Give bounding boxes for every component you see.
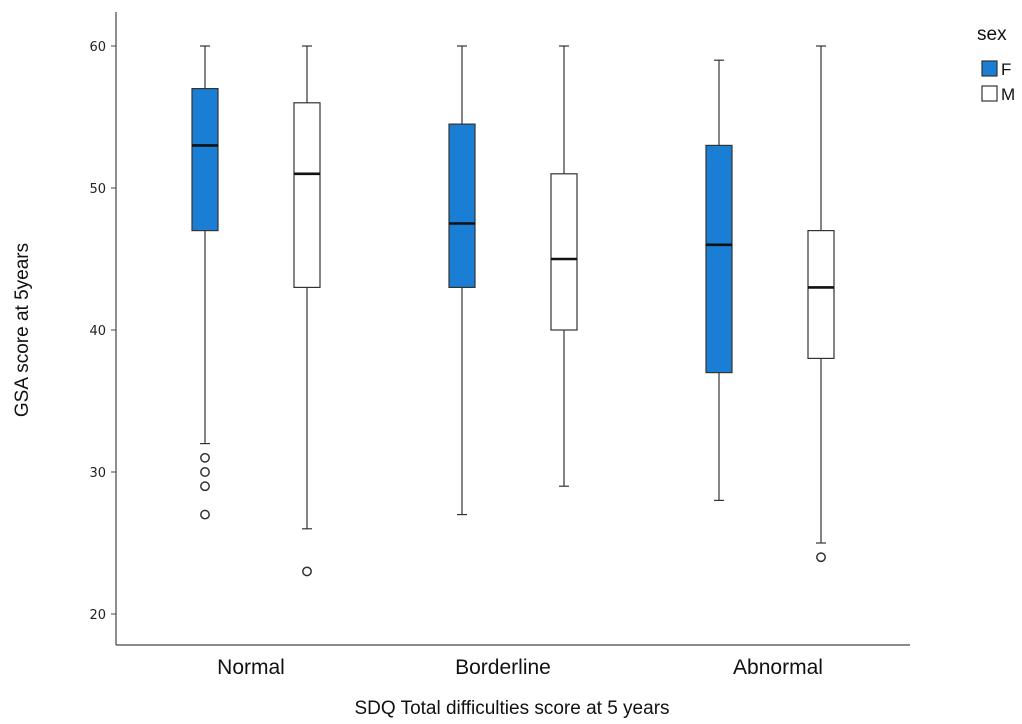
iqr-box xyxy=(293,102,321,289)
outlier-point xyxy=(816,552,826,563)
y-tick-label: 50 xyxy=(89,182,106,197)
iqr-box xyxy=(807,230,835,360)
x-axis-title: SDQ Total difficulties score at 5 years xyxy=(354,698,669,719)
boxes xyxy=(191,45,835,577)
outlier-point xyxy=(200,452,210,463)
legend-items: FM xyxy=(981,60,1015,104)
y-axis-title: GSA score at 5years xyxy=(12,243,33,417)
outlier-point xyxy=(200,509,210,520)
x-category-labels: Normal Borderline Abnormal xyxy=(217,656,823,679)
legend-label-M: M xyxy=(1001,85,1015,104)
y-tick-label: 40 xyxy=(89,324,106,339)
legend-title: sex xyxy=(977,24,1007,45)
box-M-normal xyxy=(293,45,321,577)
axes xyxy=(115,12,910,646)
box-M-borderline xyxy=(550,45,578,487)
outlier-point xyxy=(302,566,312,577)
box-F-normal xyxy=(191,45,219,520)
y-tick-label: 20 xyxy=(89,608,106,623)
y-tick-label: 60 xyxy=(89,40,106,55)
iqr-box xyxy=(448,123,476,289)
x-category-label: Borderline xyxy=(455,656,551,679)
y-tick-label: 30 xyxy=(89,466,106,481)
legend-swatch-M xyxy=(981,85,998,102)
x-category-label: Abnormal xyxy=(733,656,823,679)
legend-label-F: F xyxy=(1001,60,1011,79)
iqr-box xyxy=(705,144,733,374)
legend: sex FM xyxy=(977,24,1015,104)
iqr-box xyxy=(191,87,219,232)
box-F-abnormal xyxy=(705,59,733,501)
x-category-label: Normal xyxy=(217,656,285,679)
legend-swatch-F xyxy=(981,60,998,77)
box-F-borderline xyxy=(448,45,476,516)
outlier-point xyxy=(200,467,210,477)
y-ticks: 20 30 40 50 60 xyxy=(89,40,116,623)
box-M-abnormal xyxy=(807,45,835,563)
outlier-point xyxy=(200,481,210,492)
iqr-box xyxy=(550,173,578,331)
